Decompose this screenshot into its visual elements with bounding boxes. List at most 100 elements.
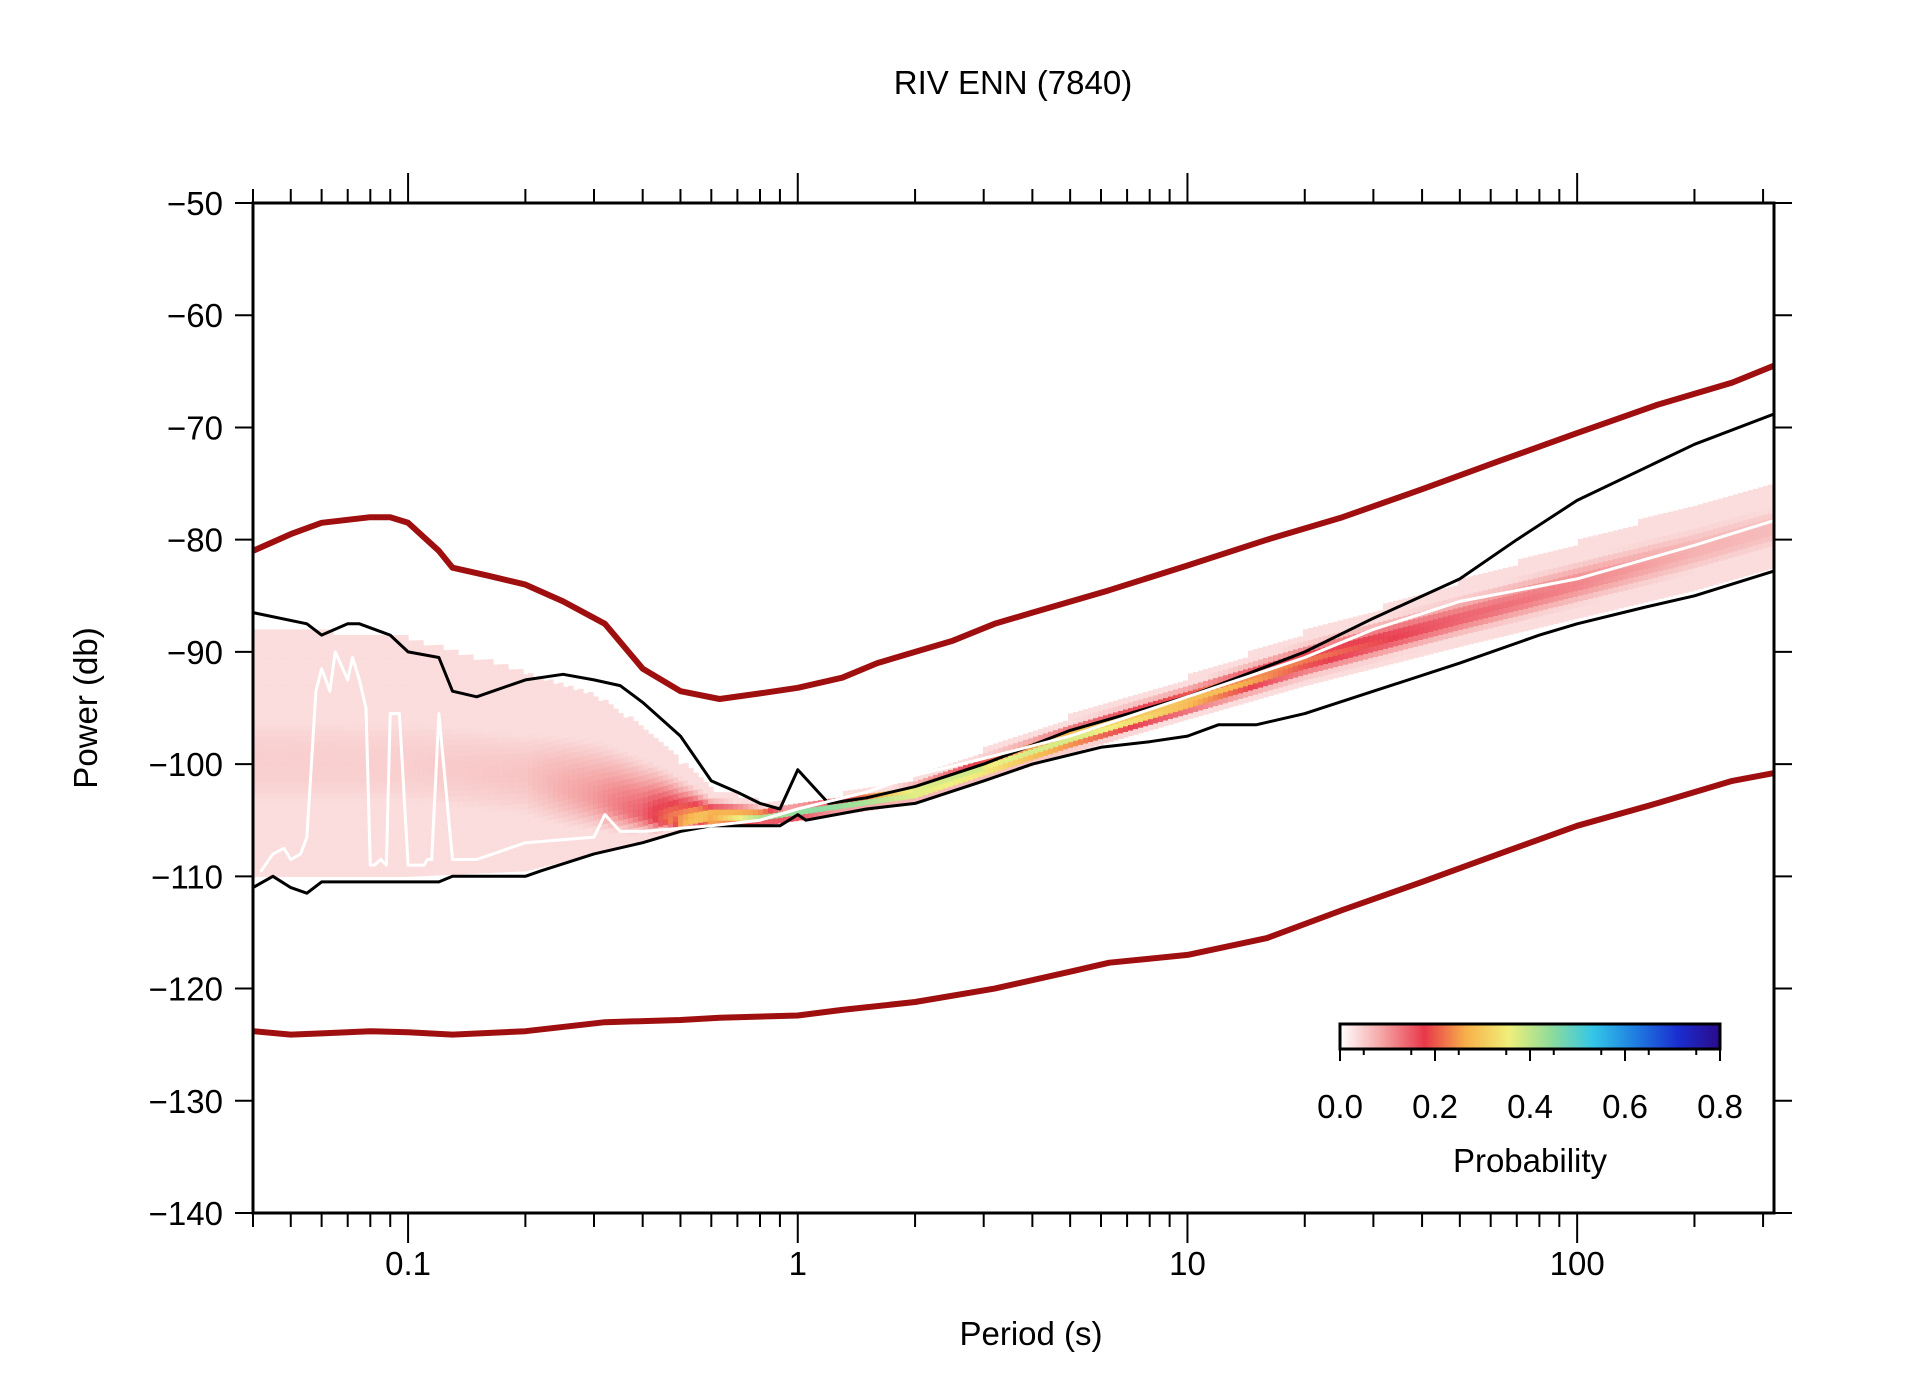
density-cell: [1733, 539, 1739, 546]
density-cell: [1223, 691, 1229, 698]
density-cell: [1093, 717, 1099, 724]
density-cell: [1568, 574, 1574, 582]
density-cell: [613, 837, 619, 844]
density-cell: [398, 674, 404, 681]
density-cell: [1703, 530, 1709, 538]
density-cell: [503, 849, 509, 856]
density-cell: [368, 797, 374, 804]
density-cell: [548, 830, 554, 838]
density-cell: [828, 809, 834, 817]
density-cell: [1668, 567, 1674, 575]
density-cell: [1553, 595, 1559, 602]
density-cell: [573, 701, 579, 708]
density-cell: [403, 859, 409, 866]
density-cell: [458, 778, 464, 785]
density-cell: [703, 787, 709, 794]
density-cell: [678, 764, 684, 771]
density-cell: [1643, 517, 1649, 524]
density-cell: [593, 814, 599, 821]
density-cell: [453, 728, 459, 735]
density-cell: [1548, 602, 1554, 609]
density-cell: [343, 691, 349, 698]
density-cell: [348, 803, 354, 810]
density-cell: [1248, 656, 1254, 663]
density-cell: [638, 742, 644, 749]
density-cell: [1083, 709, 1089, 716]
density-cell: [403, 635, 409, 642]
density-cell: [573, 690, 579, 697]
density-cell: [388, 769, 394, 776]
density-cell: [1563, 564, 1569, 572]
density-cell: [308, 708, 314, 715]
density-cell: [378, 679, 384, 687]
density-cell: [748, 797, 754, 804]
density-cell: [833, 803, 839, 810]
density-cell: [373, 646, 379, 653]
density-cell: [368, 809, 374, 816]
density-cell: [1153, 705, 1159, 713]
density-cell: [373, 792, 379, 799]
density-cell: [683, 802, 689, 809]
density-cell: [1648, 533, 1654, 540]
density-cell: [1073, 745, 1079, 752]
density-cell: [563, 737, 569, 744]
density-cell: [458, 727, 464, 735]
density-cell: [393, 708, 399, 715]
density-cell: [488, 748, 494, 756]
density-cell: [518, 702, 524, 709]
density-cell: [533, 789, 539, 796]
density-cell: [348, 640, 354, 647]
density-cell: [1758, 543, 1764, 550]
density-cell: [463, 671, 469, 678]
density-cell: [493, 855, 499, 862]
density-cell: [263, 853, 269, 861]
density-cell: [388, 674, 394, 681]
density-cell: [398, 809, 404, 816]
density-cell: [528, 746, 534, 753]
density-cell: [253, 719, 259, 726]
density-cell: [268, 713, 274, 720]
density-cell: [328, 842, 334, 849]
density-cell: [298, 859, 304, 866]
density-cell: [463, 710, 469, 718]
density-cell: [1228, 701, 1234, 708]
density-cell: [1458, 612, 1464, 619]
density-cell: [1403, 626, 1409, 633]
density-cell: [1553, 584, 1559, 591]
density-cell: [838, 808, 844, 815]
density-cell: [1673, 577, 1679, 585]
density-cell: [433, 706, 439, 713]
density-cell: [508, 669, 514, 676]
density-cell: [518, 820, 524, 827]
density-cell: [678, 814, 684, 821]
density-cell: [1728, 540, 1734, 547]
density-cell: [488, 805, 494, 812]
density-cell: [318, 747, 324, 754]
density-cell: [318, 820, 324, 827]
density-cell: [1568, 602, 1574, 610]
density-cell: [1203, 697, 1209, 704]
density-cell: [923, 794, 929, 801]
density-cell: [1623, 550, 1629, 557]
density-cell: [463, 839, 469, 847]
density-cell: [943, 782, 949, 789]
density-cell: [433, 656, 439, 663]
density-cell: [1693, 584, 1699, 591]
density-cell: [1413, 618, 1419, 625]
density-cell: [1603, 577, 1609, 584]
density-cell: [1453, 591, 1459, 598]
density-cell: [283, 657, 289, 664]
density-cell: [653, 765, 659, 773]
density-cell: [1638, 597, 1644, 604]
density-cell: [553, 745, 559, 752]
density-cell: [373, 668, 379, 675]
density-cell: [1548, 585, 1554, 592]
density-cell: [463, 845, 469, 852]
density-cell: [433, 818, 439, 826]
density-cell: [463, 716, 469, 723]
density-cell: [538, 698, 544, 705]
density-cell: [1373, 662, 1379, 669]
density-cell: [978, 753, 984, 761]
density-cell: [1718, 560, 1724, 567]
density-cell: [1188, 690, 1194, 697]
